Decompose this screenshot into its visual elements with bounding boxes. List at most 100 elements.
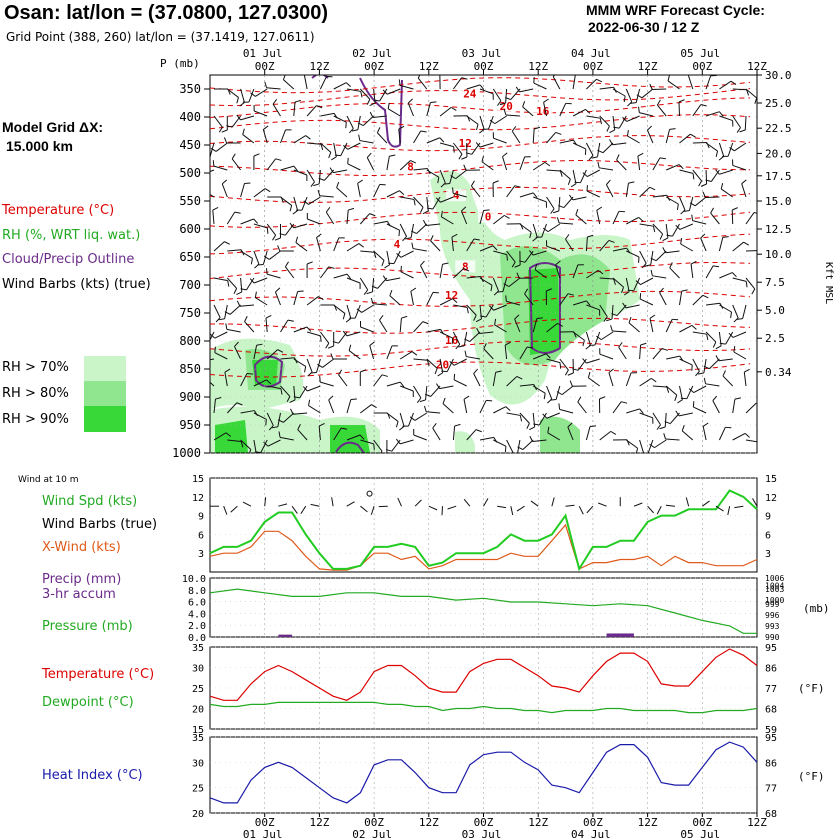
wind-barb-feather <box>419 207 424 213</box>
wind-barb-shaft <box>599 115 610 127</box>
wind-barb-shaft <box>333 237 340 252</box>
wind-barb-feather <box>358 134 361 141</box>
wind-barb-feather <box>369 102 376 107</box>
wind-barb-shaft <box>346 243 360 252</box>
wind-barb-feather <box>534 126 541 130</box>
wind-barb-feather <box>715 150 719 157</box>
wind-barb-feather <box>410 287 417 292</box>
wind-barb-feather <box>564 369 569 376</box>
bottom-date-label: 05 Jul <box>680 828 720 840</box>
wind-barb-shaft <box>572 300 587 306</box>
sfc-wind-barb <box>242 501 252 507</box>
wind-barb-shaft <box>588 377 600 387</box>
wind-barb-feather <box>649 443 655 449</box>
wind-barb-feather <box>313 183 320 187</box>
wind-barb-feather <box>210 333 216 339</box>
wind-barb-feather <box>586 300 591 306</box>
wind-barb-shaft <box>502 156 508 171</box>
wind-barb-shaft <box>546 132 557 144</box>
wind-barb-shaft <box>612 330 627 333</box>
heat-left-tick-label: 20 <box>192 809 204 820</box>
wind-barb-feather <box>755 402 757 405</box>
wind-barb-feather <box>356 308 363 313</box>
sfc-wind-barb <box>530 500 539 507</box>
wind-barb-shaft <box>280 357 295 360</box>
isotherm-label-bg <box>496 100 517 113</box>
wind-barb-shaft <box>524 293 534 306</box>
wind-barb-shaft <box>734 142 747 152</box>
wind-barb-feather <box>265 268 268 275</box>
wind-barb-shaft <box>585 142 594 156</box>
wind-barb-feather <box>760 442 761 448</box>
top-hour-label: 00Z <box>692 60 712 73</box>
wind-barb-feather <box>698 180 703 187</box>
wind-barb-shaft <box>679 133 691 144</box>
wind-barb-shaft <box>669 267 680 279</box>
wind-barb-feather <box>214 346 216 353</box>
wind-barb-feather <box>358 243 364 248</box>
wind-barb-feather <box>677 399 683 404</box>
wind-barb-feather <box>511 261 516 268</box>
wind-barb-shaft <box>226 402 238 414</box>
wind-barb-shaft <box>577 401 587 414</box>
forecast-cycle-line2: 2022-06-30 / 12 Z <box>588 19 700 35</box>
wind-barb-feather <box>328 152 332 159</box>
wind-barb-shaft <box>705 331 717 343</box>
wind-barb-shaft <box>718 427 726 441</box>
wind-barb-feather <box>370 297 374 304</box>
wind-barb-feather <box>215 397 222 400</box>
rh-shading <box>210 171 640 453</box>
wind-barb-shaft <box>408 412 414 427</box>
wind-barb-feather <box>703 377 707 384</box>
wind-barb-shaft <box>372 303 387 306</box>
wind-barb-feather <box>442 397 446 404</box>
wind-barb-feather <box>496 291 504 293</box>
wind-barb-feather <box>572 368 579 371</box>
wind-barb-shaft <box>293 326 308 333</box>
wind-barb-shaft <box>543 102 547 117</box>
wind-barb-feather <box>342 313 346 320</box>
wind-barb-feather <box>413 199 416 206</box>
wind-barb-feather <box>357 122 364 126</box>
wind-barb-shaft <box>413 130 422 144</box>
sfc-wind-barb <box>702 500 710 507</box>
wind-barb-shaft <box>279 436 294 441</box>
wind-barb-feather <box>676 203 679 211</box>
wind-barb-shaft <box>262 129 268 144</box>
wind-barb-shaft <box>546 322 558 333</box>
wind-barb-feather <box>557 322 563 327</box>
wind-barb-feather <box>639 408 644 414</box>
wind-barb-feather <box>435 197 441 203</box>
wind-barb-shaft <box>280 165 295 171</box>
wind-barb-feather <box>596 206 603 211</box>
wind-barb-shaft <box>719 304 732 313</box>
wind-barb-shaft <box>466 276 481 279</box>
wind-barb-feather <box>254 291 257 298</box>
wind-barb-shaft <box>266 87 281 90</box>
wind-barb-feather <box>741 179 747 185</box>
top-hour-label: 00Z <box>364 60 384 73</box>
wind-barb-shaft <box>253 110 268 117</box>
wind-barb-shaft <box>297 429 308 441</box>
legend-wind-barbs: Wind Barbs (kts) (true) <box>2 277 151 292</box>
heat-index-line <box>209 741 758 804</box>
wind-barb-shaft <box>363 115 374 126</box>
wind-barb-feather <box>499 102 506 106</box>
bottom-date-label: 03 Jul <box>462 828 502 840</box>
wind-barb-feather <box>325 342 330 349</box>
wind-barb-feather <box>691 325 697 330</box>
wind-barb-shaft <box>371 277 375 292</box>
wind-barb-feather <box>278 431 281 438</box>
wind-barb-shaft <box>508 277 521 288</box>
legend-rh70: RH > 70% <box>2 360 69 375</box>
wind-barb-feather <box>652 226 656 233</box>
wind-barb-shaft <box>665 196 679 205</box>
wind-barb-shaft <box>306 296 319 306</box>
wind-barb-feather <box>473 368 479 374</box>
wind-barb-feather <box>310 181 315 187</box>
wind-barb-shaft <box>226 88 239 98</box>
wind-barb-shaft <box>227 249 242 252</box>
wind-barb-shaft <box>519 223 532 233</box>
wind-barb-shaft <box>575 214 587 225</box>
wind-barb-feather <box>450 175 456 180</box>
